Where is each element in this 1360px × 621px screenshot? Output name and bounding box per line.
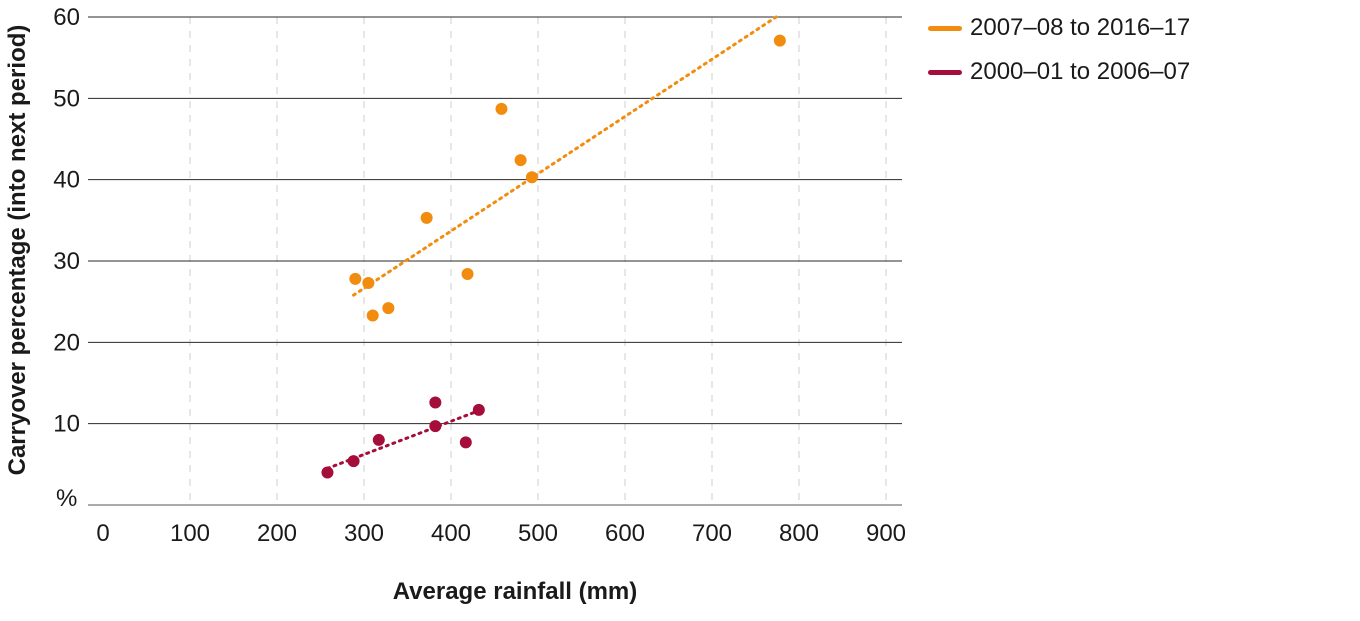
legend-label-series-2: 2000–01 to 2006–07 [970,58,1191,85]
point-series-1-8 [514,154,527,167]
y-tick-label-40: 40 [53,167,80,194]
x-tick-label-800: 800 [779,520,819,547]
y-tick-label-30: 30 [53,248,80,275]
point-series-2-7 [472,403,485,416]
legend-swatch-series-2 [928,69,962,75]
x-tick-label-500: 500 [518,520,558,547]
point-series-2-1 [321,466,334,479]
point-series-2-4 [429,396,442,409]
x-tick-label-200: 200 [257,520,297,547]
point-series-1-1 [349,272,362,285]
y-axis-title: Carryover percentage (into next period) [4,25,31,476]
x-tick-label-400: 400 [431,520,471,547]
y-tick-label-60: 60 [53,4,80,31]
point-series-1-7 [495,102,508,115]
data-points [321,34,786,479]
y-tick-label-20: 20 [53,329,80,356]
point-series-1-3 [366,309,379,322]
point-series-2-6 [459,436,472,449]
legend-item-series-1: 2007–08 to 2016–17 [928,6,1190,50]
point-series-1-5 [420,211,433,224]
point-series-2-5 [429,420,442,433]
x-tick-label-100: 100 [170,520,210,547]
x-tick-label-0: 0 [96,520,109,547]
grid [88,16,902,506]
legend: 2007–08 to 2016–17 2000–01 to 2006–07 [928,6,1190,94]
y-tick-label-10: 10 [53,411,80,438]
legend-swatch-series-1 [928,25,962,31]
point-series-1-6 [461,268,474,281]
legend-label-series-1: 2007–08 to 2016–17 [970,14,1191,41]
y-tick-labels: 10 20 30 40 50 60 [53,4,80,438]
point-series-1-9 [525,171,538,184]
x-tick-labels: 0 100 200 300 400 500 600 700 800 900 [96,520,906,547]
x-tick-label-600: 600 [605,520,645,547]
point-series-1-10 [773,34,786,47]
point-series-1-4 [382,302,395,315]
x-tick-label-300: 300 [344,520,384,547]
y-unit-label: % [56,485,77,512]
x-axis-title: Average rainfall (mm) [393,578,638,605]
x-tick-label-900: 900 [866,520,906,547]
y-tick-label-50: 50 [53,85,80,112]
x-tick-label-700: 700 [692,520,732,547]
point-series-1-2 [362,276,375,289]
legend-item-series-2: 2000–01 to 2006–07 [928,50,1190,94]
trendline-series-1 [352,13,782,297]
point-series-2-2 [347,455,360,468]
point-series-2-3 [372,433,385,446]
